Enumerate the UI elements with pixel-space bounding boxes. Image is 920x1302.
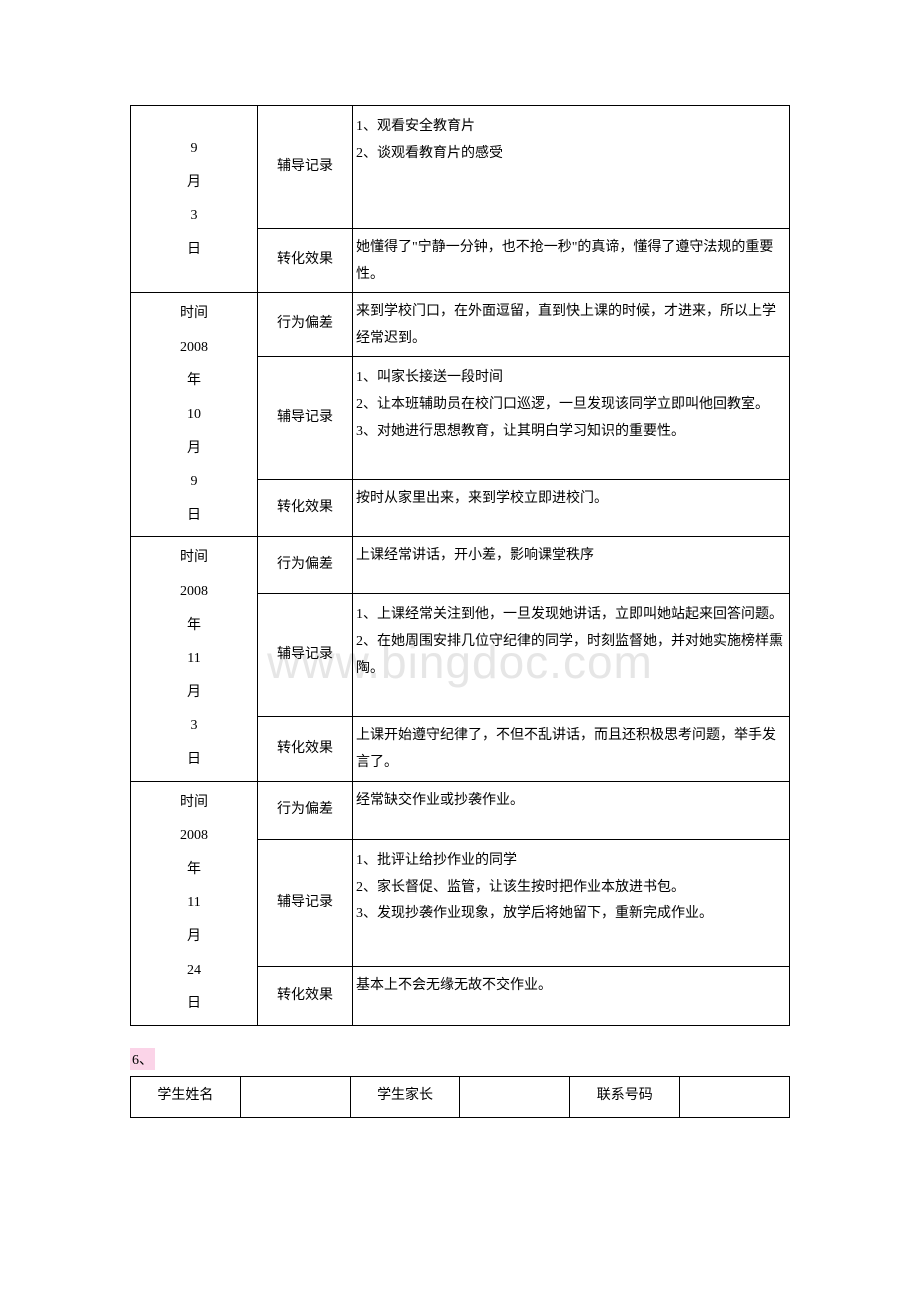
record-label: 行为偏差 (258, 781, 353, 840)
student-info-table: 学生姓名 学生家长 联系号码 (130, 1076, 790, 1118)
header-parent: 学生家长 (350, 1076, 460, 1117)
record-content: 来到学校门口，在外面逗留，直到快上课的时候，才进来，所以上学经常迟到。 (353, 293, 790, 357)
header-phone: 联系号码 (570, 1076, 680, 1117)
cell-parent-value (460, 1076, 570, 1117)
main-records-table: 9月3日辅导记录1、观看安全教育片2、谈观看教育片的感受转化效果她懂得了"宁静一… (130, 105, 790, 1026)
record-content: 1、上课经常关注到他，一旦发现她讲话，立即叫她站起来回答问题。2、在她周围安排几… (353, 594, 790, 717)
record-label: 转化效果 (258, 717, 353, 781)
record-content: 按时从家里出来，来到学校立即进校门。 (353, 480, 790, 537)
record-label: 辅导记录 (258, 594, 353, 717)
record-label: 行为偏差 (258, 293, 353, 357)
record-label: 转化效果 (258, 480, 353, 537)
record-content: 基本上不会无缘无故不交作业。 (353, 966, 790, 1025)
record-content: 上课经常讲话，开小差，影响课堂秩序 (353, 537, 790, 594)
cell-student-name-value (240, 1076, 350, 1117)
section-number: 6、 (130, 1048, 155, 1070)
record-label: 转化效果 (258, 966, 353, 1025)
record-content: 1、观看安全教育片2、谈观看教育片的感受 (353, 106, 790, 229)
record-content: 上课开始遵守纪律了，不但不乱讲话，而且还积极思考问题，举手发言了。 (353, 717, 790, 781)
date-cell: 时间2008年10月9日 (131, 293, 258, 537)
record-label: 辅导记录 (258, 357, 353, 480)
record-content: 1、叫家长接送一段时间2、让本班辅助员在校门口巡逻，一旦发现该同学立即叫他回教室… (353, 357, 790, 480)
date-cell: 时间2008年11月24日 (131, 781, 258, 1025)
record-label: 辅导记录 (258, 840, 353, 967)
date-cell: 时间2008年11月3日 (131, 537, 258, 781)
header-student-name: 学生姓名 (131, 1076, 241, 1117)
record-content: 1、批评让给抄作业的同学2、家长督促、监管，让该生按时把作业本放进书包。3、发现… (353, 840, 790, 967)
record-label: 辅导记录 (258, 106, 353, 229)
record-label: 转化效果 (258, 229, 353, 293)
record-label: 行为偏差 (258, 537, 353, 594)
record-content: 经常缺交作业或抄袭作业。 (353, 781, 790, 840)
cell-phone-value (680, 1076, 790, 1117)
date-cell: 9月3日 (131, 106, 258, 293)
record-content: 她懂得了"宁静一分钟，也不抢一秒"的真谛，懂得了遵守法规的重要性。 (353, 229, 790, 293)
